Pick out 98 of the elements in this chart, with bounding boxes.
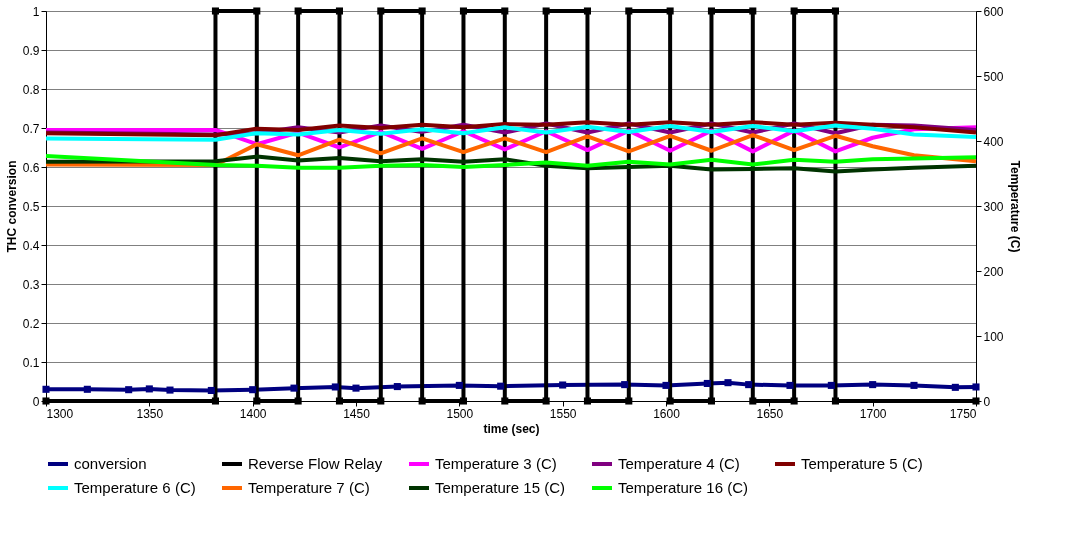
- point: [145, 385, 153, 393]
- y2-tick-label: 200: [983, 264, 1004, 279]
- x-tick-label: 1550: [549, 406, 577, 421]
- x-tick-label: 1450: [343, 406, 371, 421]
- point: [211, 397, 219, 405]
- x-tick-label: 1600: [653, 406, 681, 421]
- y-tick-label: 0.1: [22, 355, 40, 370]
- point: [393, 383, 401, 391]
- point: [827, 381, 835, 389]
- point: [249, 386, 257, 394]
- point: [583, 397, 591, 405]
- x-tick-label: 1700: [859, 406, 887, 421]
- point: [207, 386, 215, 395]
- point: [703, 379, 711, 387]
- legend-label: Temperature 5 (C): [801, 455, 923, 472]
- x-axis-title: time (sec): [483, 421, 540, 436]
- point: [625, 397, 633, 405]
- legend-label: Temperature 4 (C): [618, 455, 740, 472]
- y-tick-label: 0: [32, 394, 40, 409]
- point: [294, 7, 302, 15]
- point: [749, 397, 757, 405]
- legend-label: Reverse Flow Relay: [248, 455, 383, 472]
- point: [335, 7, 343, 15]
- y-tick-label: 0.4: [22, 238, 40, 253]
- point: [745, 381, 753, 389]
- point: [455, 381, 463, 389]
- point: [42, 385, 50, 393]
- y2-tick-label: 400: [983, 134, 1004, 149]
- point: [418, 7, 426, 15]
- x-tick-label: 1300: [46, 406, 74, 421]
- legend-label: Temperature 3 (C): [435, 455, 557, 472]
- x-tick-label: 1750: [949, 406, 977, 421]
- point: [724, 379, 732, 387]
- y-tick-label: 0.5: [22, 199, 40, 214]
- y-tick-label: 1: [32, 4, 40, 19]
- y-tick-label: 0.3: [22, 277, 40, 292]
- point: [559, 381, 567, 389]
- point: [377, 7, 385, 15]
- line-series: [44, 123, 978, 142]
- point: [786, 381, 794, 389]
- point: [831, 397, 839, 405]
- point: [831, 7, 839, 15]
- point: [125, 386, 133, 394]
- point: [972, 383, 980, 391]
- point: [621, 381, 629, 389]
- point: [459, 7, 467, 15]
- point: [290, 384, 298, 392]
- point: [666, 397, 674, 405]
- x-tick-label: 1400: [239, 406, 267, 421]
- y-tick-label: 0.9: [22, 43, 40, 58]
- point: [377, 397, 385, 405]
- y2-tick-label: 300: [983, 199, 1004, 214]
- point: [542, 7, 550, 15]
- legend-label: Temperature 7 (C): [248, 479, 370, 496]
- y-axis-title: THC conversion: [4, 160, 19, 253]
- legend-label: Temperature 15 (C): [435, 479, 566, 496]
- y-tick-label: 0.2: [22, 316, 40, 331]
- point: [951, 383, 959, 391]
- point: [790, 397, 798, 405]
- point: [253, 7, 261, 15]
- point: [707, 7, 715, 15]
- legend-label: Temperature 16 (C): [618, 479, 749, 496]
- y2-tick-label: 0: [983, 394, 991, 409]
- point: [910, 381, 918, 389]
- point: [166, 386, 174, 394]
- point: [583, 7, 591, 15]
- point: [294, 397, 302, 405]
- y2-axis-title: Temperature (C): [1007, 160, 1022, 253]
- point: [459, 397, 467, 405]
- point: [253, 397, 261, 405]
- x-tick-label: 1350: [136, 406, 164, 421]
- point: [501, 397, 509, 405]
- point: [625, 7, 633, 15]
- point: [83, 385, 91, 393]
- x-tick-label: 1500: [446, 406, 474, 421]
- point: [331, 383, 339, 391]
- legend-label: Temperature 6 (C): [74, 479, 196, 496]
- point: [662, 381, 670, 389]
- y-tick-label: 0.8: [22, 82, 40, 97]
- y2-tick-label: 500: [983, 69, 1004, 84]
- point: [542, 397, 550, 405]
- legend-label: conversion: [74, 455, 147, 472]
- point: [749, 7, 757, 15]
- x-tick-label: 1650: [756, 406, 784, 421]
- point: [869, 381, 877, 389]
- y-tick-label: 0.7: [22, 121, 40, 136]
- y2-tick-label: 600: [983, 4, 1004, 19]
- point: [790, 7, 798, 15]
- y-tick-label: 0.6: [22, 160, 40, 175]
- point: [707, 397, 715, 405]
- point: [211, 7, 219, 15]
- y2-tick-label: 100: [983, 329, 1004, 344]
- point: [497, 382, 505, 390]
- point: [352, 384, 360, 392]
- point: [501, 7, 509, 15]
- point: [666, 7, 674, 15]
- point: [335, 397, 343, 405]
- point: [418, 397, 426, 405]
